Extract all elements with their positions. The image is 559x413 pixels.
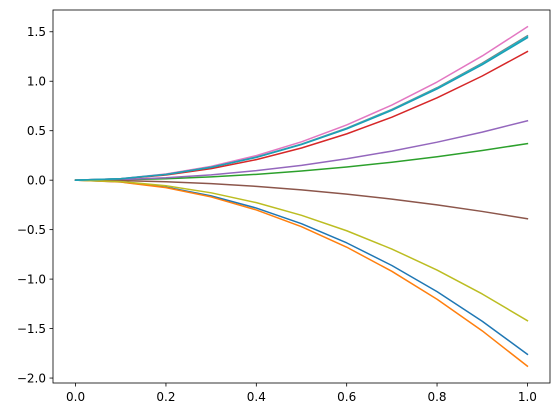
x-tick-label: 0.2 — [156, 390, 175, 404]
series-line-6 — [74, 179, 529, 220]
series-line-11 — [74, 36, 529, 181]
series-line-9 — [74, 179, 529, 322]
y-tick-label: −2.0 — [17, 371, 46, 385]
x-tick-label: 0.8 — [427, 390, 446, 404]
x-tick-label: 0.6 — [337, 390, 356, 404]
x-axis: 0.0 0.2 0.4 0.6 0.8 1.0 — [66, 383, 537, 404]
y-tick-label: 0.0 — [27, 173, 46, 187]
y-tick-label: 0.5 — [27, 124, 46, 138]
y-tick-label: 1.5 — [27, 25, 46, 39]
y-tick-label: 1.0 — [27, 75, 46, 89]
x-tick-label: 0.0 — [66, 390, 85, 404]
y-tick-label: −0.5 — [17, 223, 46, 237]
series-line-2 — [74, 179, 529, 368]
x-tick-label: 0.4 — [247, 390, 266, 404]
y-axis: 1.5 1.0 0.5 0.0 −0.5 −1.0 −1.5 −2.0 — [17, 25, 53, 385]
series-layer — [74, 25, 529, 368]
x-tick-label: 1.0 — [518, 390, 537, 404]
series-line-5 — [74, 119, 529, 181]
y-tick-label: −1.5 — [17, 322, 46, 336]
axes-frame — [52, 9, 551, 384]
y-tick-label: −1.0 — [17, 272, 46, 286]
